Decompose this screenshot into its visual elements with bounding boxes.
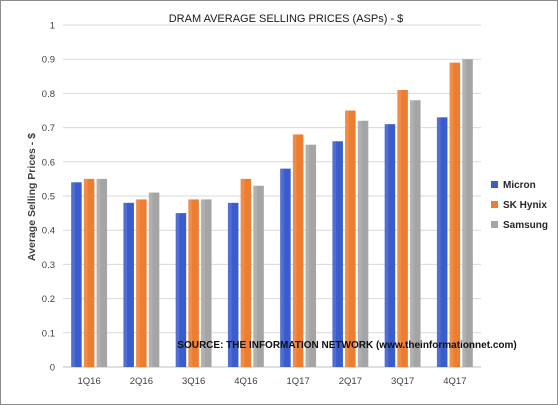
y-tick-label: 0	[50, 363, 55, 374]
x-tick-label: 3Q16	[182, 376, 205, 387]
bar-samsung-4q16	[253, 185, 264, 367]
bar-micron-1q16	[71, 182, 82, 367]
source-annotation: SOURCE: THE INFORMATION NETWORK (www.the…	[177, 340, 516, 351]
bar-samsung-2q17	[357, 120, 369, 367]
y-tick-label: 0.5	[42, 192, 55, 203]
bar-highlight	[253, 185, 257, 367]
x-tick-label: 2Q16	[130, 376, 153, 387]
bar-highlight	[96, 178, 101, 367]
legend-swatch	[491, 221, 498, 228]
y-tick-label: 0.9	[42, 55, 55, 66]
bar-samsung-1q16	[96, 178, 108, 367]
y-tick-label: 0.8	[42, 89, 55, 100]
bar-highlight	[148, 192, 153, 367]
bar-highlight	[136, 199, 140, 367]
x-tick-label: 1Q16	[78, 376, 101, 387]
bar-samsung-2q16	[148, 192, 160, 367]
bar-highlight	[345, 110, 349, 367]
bar-sk-hynix-3q16	[188, 199, 199, 367]
bar-sk-hynix-3q17	[397, 89, 408, 367]
x-tick-label: 4Q17	[443, 376, 466, 387]
legend-label: Micron	[503, 180, 536, 191]
bar-highlight	[71, 182, 75, 367]
bar-samsung-4q17	[462, 59, 473, 367]
chart-title: DRAM AVERAGE SELLING PRICES (ASPs) - $	[169, 13, 404, 25]
legend-swatch	[491, 181, 498, 188]
bar-samsung-1q17	[305, 144, 317, 367]
bar-highlight	[201, 199, 205, 367]
bar-sk-hynix-4q17	[449, 62, 461, 368]
y-axis-label: Average Selling Prices - $	[26, 133, 38, 261]
bar-highlight	[384, 124, 389, 368]
bar-highlight	[449, 62, 454, 368]
bar-highlight	[83, 178, 88, 367]
bar-highlight	[410, 100, 414, 368]
legend-swatch	[491, 201, 498, 208]
bar-micron-3q17	[384, 124, 396, 368]
bar-highlight	[462, 59, 466, 367]
x-axis-ticks: 1Q16 2Q16 3Q16 4Q16 1Q17 2Q17 3Q17 4Q17	[78, 376, 467, 387]
bar-highlight	[305, 144, 310, 367]
bar-micron-4q16	[227, 202, 239, 367]
bar-sk-hynix-4q16	[240, 178, 252, 367]
bar-highlight	[292, 134, 297, 367]
y-tick-label: 0.2	[42, 294, 55, 305]
bar-highlight	[123, 202, 128, 367]
bar-micron-3q16	[175, 213, 187, 367]
y-tick-label: 0.6	[42, 157, 55, 168]
y-tick-label: 0.7	[42, 123, 55, 134]
bar-highlight	[332, 141, 337, 367]
bar-highlight	[240, 178, 245, 367]
bars	[71, 59, 473, 368]
bar-sk-hynix-1q16	[83, 178, 95, 367]
bar-highlight	[357, 120, 362, 367]
bar-sk-hynix-2q16	[136, 199, 147, 367]
legend: Micron SK Hynix Samsung	[491, 180, 548, 231]
y-axis-ticks: 0 0.1 0.2 0.3 0.4 0.5 0.6 0.7 0.8 0.9 1	[42, 21, 55, 374]
x-tick-label: 3Q17	[391, 376, 414, 387]
y-tick-label: 1	[50, 21, 55, 32]
bar-highlight	[188, 199, 193, 367]
bar-samsung-3q16	[201, 199, 212, 367]
bar-sk-hynix-2q17	[345, 110, 356, 367]
x-tick-label: 2Q17	[339, 376, 362, 387]
bar-highlight	[397, 89, 402, 367]
bar-highlight	[280, 168, 284, 367]
y-tick-label: 0.3	[42, 260, 55, 271]
legend-label: SK Hynix	[503, 200, 547, 211]
x-tick-label: 1Q17	[287, 376, 310, 387]
bar-highlight	[175, 213, 180, 367]
bar-samsung-3q17	[410, 100, 421, 368]
bar-sk-hynix-1q17	[292, 134, 304, 367]
y-tick-label: 0.1	[42, 328, 55, 339]
bar-micron-2q17	[332, 141, 343, 367]
bar-micron-4q17	[436, 117, 448, 367]
y-tick-label: 0.4	[42, 226, 55, 237]
bar-highlight	[227, 202, 232, 367]
bar-micron-2q16	[123, 202, 134, 367]
bar-micron-1q17	[280, 168, 291, 367]
legend-label: Samsung	[503, 220, 548, 231]
x-tick-label: 4Q16	[234, 376, 257, 387]
bar-highlight	[436, 117, 441, 367]
